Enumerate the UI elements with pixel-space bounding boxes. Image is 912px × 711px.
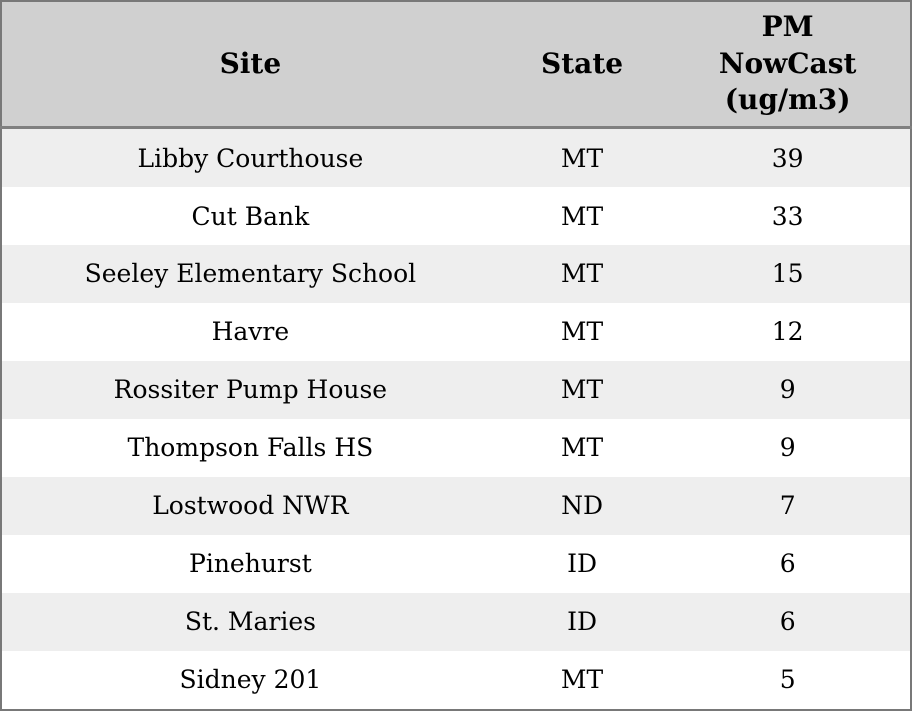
table-row: Havre MT 12 <box>1 302 911 361</box>
table-row: Sidney 201 MT 5 <box>1 650 911 710</box>
site-cell: Havre <box>211 317 290 347</box>
table-row: Seeley Elementary School MT 15 <box>1 245 911 303</box>
state-cell: MT <box>560 201 604 231</box>
site-cell: Seeley Elementary School <box>84 259 417 289</box>
pm-cell: 6 <box>779 607 796 637</box>
site-cell: Rossiter Pump House <box>113 375 388 405</box>
site-cell: Thompson Falls HS <box>127 433 374 463</box>
site-cell: Libby Courthouse <box>137 143 364 173</box>
site-cell: St. Maries <box>184 607 316 637</box>
state-cell: ID <box>567 549 597 579</box>
state-cell: MT <box>560 259 604 289</box>
column-header-pm-nowcast: PM NowCast (ug/m3) <box>665 1 911 129</box>
header-row: Site State PM NowCast (ug/m3) <box>1 1 911 129</box>
pm-cell: 15 <box>771 259 804 289</box>
pm-cell: 9 <box>779 433 796 463</box>
pm-cell: 7 <box>779 491 796 521</box>
state-cell: MT <box>560 143 604 173</box>
table-row: Libby Courthouse MT 39 <box>1 127 911 188</box>
pm-cell: 9 <box>779 375 796 405</box>
site-cell: Cut Bank <box>191 201 310 231</box>
state-cell: ID <box>567 607 597 637</box>
table-row: Cut Bank MT 33 <box>1 187 911 245</box>
column-header-state: State <box>498 1 666 129</box>
pm-cell: 5 <box>779 665 796 695</box>
pm-cell: 12 <box>771 317 804 347</box>
site-cell: Lostwood NWR <box>152 491 349 521</box>
table-row: St. Maries ID 6 <box>1 592 911 651</box>
table-row: Rossiter Pump House MT 9 <box>1 360 911 419</box>
state-cell: MT <box>560 665 604 695</box>
pm-cell: 6 <box>779 549 796 579</box>
table-row: Pinehurst ID 6 <box>1 534 911 593</box>
state-cell: MT <box>560 433 604 463</box>
table-row: Thompson Falls HS MT 9 <box>1 418 911 477</box>
pm-cell: 33 <box>771 201 804 231</box>
state-cell: ND <box>561 491 603 521</box>
column-header-site: Site <box>1 1 499 129</box>
table-row: Lostwood NWR ND 7 <box>1 476 911 535</box>
table-header: Site State PM NowCast (ug/m3) <box>1 1 911 129</box>
table-body: Libby Courthouse MT 39 Cut Bank MT 33 Se… <box>1 127 911 710</box>
site-cell: Sidney 201 <box>179 665 322 695</box>
state-cell: MT <box>560 375 604 405</box>
site-cell: Pinehurst <box>189 549 312 579</box>
pm-cell: 39 <box>771 143 804 173</box>
state-cell: MT <box>560 317 604 347</box>
